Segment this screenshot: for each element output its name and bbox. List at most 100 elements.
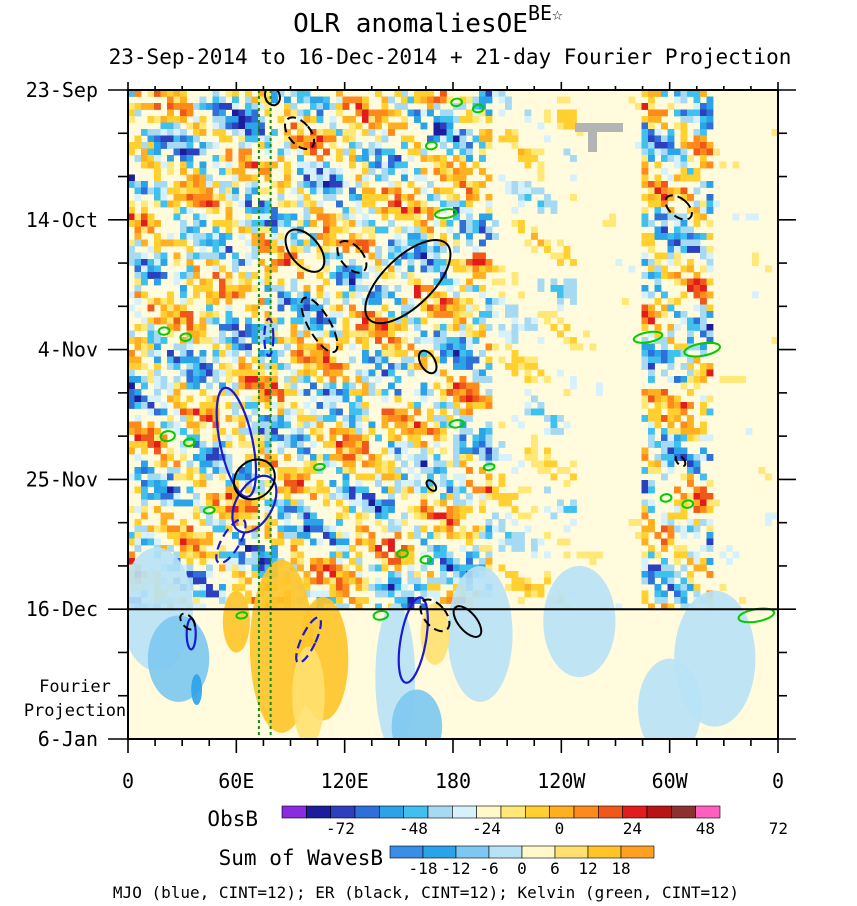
heat-cell — [453, 324, 460, 331]
heat-cell — [180, 220, 187, 227]
heat-cell — [225, 246, 233, 253]
heat-cell — [316, 324, 324, 331]
heat-cell — [251, 337, 259, 344]
heat-cell — [407, 304, 415, 312]
heat-cell — [648, 181, 655, 188]
kelvin-contour — [681, 499, 695, 509]
heat-cell — [225, 181, 233, 188]
heat-cell — [329, 571, 337, 578]
heat-cell — [245, 200, 252, 208]
heat-cell — [667, 441, 675, 448]
heat-cell — [661, 512, 668, 520]
heat-cell — [511, 142, 519, 149]
heat-cell — [303, 285, 311, 292]
heat-cell — [674, 415, 681, 422]
heat-cell — [199, 122, 207, 130]
heat-cell — [225, 135, 233, 143]
heat-cell — [427, 415, 434, 422]
heat-cell — [225, 291, 233, 299]
heat-cell — [394, 584, 402, 591]
colorbar-swatch — [695, 805, 721, 819]
heat-cell — [479, 168, 486, 175]
kelvin-contour — [313, 462, 326, 472]
heat-cell — [518, 148, 525, 156]
heat-cell — [498, 330, 506, 338]
heat-cell — [680, 90, 688, 97]
heat-cell — [186, 369, 194, 377]
heat-cell — [160, 525, 168, 533]
heat-cell — [368, 194, 376, 201]
heat-cell — [186, 187, 194, 195]
heat-cell — [628, 96, 636, 104]
heat-cell — [446, 532, 454, 539]
mjo-contour — [295, 616, 322, 664]
heat-cell — [459, 395, 467, 403]
heat-cell — [290, 252, 298, 260]
colorbar-label: 72 — [769, 819, 788, 838]
heat-cell — [368, 265, 376, 273]
heat-cell — [160, 337, 168, 344]
heat-cell — [271, 538, 278, 546]
heat-cell — [674, 486, 681, 494]
heat-cell — [141, 187, 148, 195]
heat-cell — [128, 382, 135, 390]
heat-cell — [167, 382, 174, 390]
heat-cell — [453, 395, 460, 403]
heat-cell — [596, 382, 603, 390]
heat-cell — [264, 142, 272, 149]
colorbar-label: 0 — [517, 859, 527, 878]
heat-cell — [251, 545, 259, 552]
heat-cell — [420, 538, 428, 546]
heat-cell — [700, 109, 707, 117]
heat-cell — [375, 122, 382, 130]
heat-cell — [375, 161, 382, 169]
heat-cell — [193, 116, 200, 123]
heat-cell — [258, 330, 265, 338]
projection-blob — [292, 646, 325, 739]
heat-cell — [511, 350, 519, 357]
heat-cell — [310, 350, 317, 357]
heat-cell — [440, 415, 447, 422]
heat-cell — [160, 402, 168, 409]
heat-cell — [225, 499, 233, 507]
heat-cell — [420, 168, 428, 175]
heat-cell — [674, 122, 681, 130]
heat-cell — [355, 525, 363, 533]
heat-cell — [550, 311, 558, 318]
heat-cell — [407, 434, 415, 442]
heat-cell — [258, 168, 265, 175]
heat-cell — [147, 538, 155, 546]
heat-cell — [342, 551, 350, 559]
heat-cell — [375, 434, 382, 442]
heat-cell — [687, 233, 694, 240]
heat-cell — [641, 395, 649, 403]
heat-cell — [687, 551, 694, 559]
heat-cell — [316, 415, 324, 422]
heat-cell — [264, 168, 272, 175]
heat-cell — [199, 324, 207, 331]
heat-cell — [466, 187, 473, 195]
heat-cell — [531, 590, 538, 598]
heat-cell — [420, 109, 428, 117]
heat-cell — [420, 350, 428, 357]
heat-cell — [505, 187, 512, 195]
heat-cell — [485, 447, 493, 455]
heat-cell — [420, 220, 428, 227]
heat-cell — [661, 148, 668, 156]
heat-cell — [141, 265, 148, 273]
heat-cell — [297, 109, 304, 117]
heat-cell — [167, 155, 174, 162]
heat-cell — [232, 584, 239, 591]
heat-cell — [661, 603, 668, 611]
heat-cell — [505, 129, 512, 136]
heat-cell — [375, 116, 382, 123]
heat-cell — [310, 103, 317, 110]
heat-cell — [563, 122, 571, 130]
heat-cell — [706, 571, 714, 578]
heat-cell — [706, 337, 714, 344]
heat-cell — [687, 467, 694, 474]
y-tick-label: 16-Dec — [26, 597, 98, 621]
heat-cell — [615, 259, 623, 266]
heat-cell — [316, 161, 324, 169]
heat-cell — [167, 317, 174, 325]
